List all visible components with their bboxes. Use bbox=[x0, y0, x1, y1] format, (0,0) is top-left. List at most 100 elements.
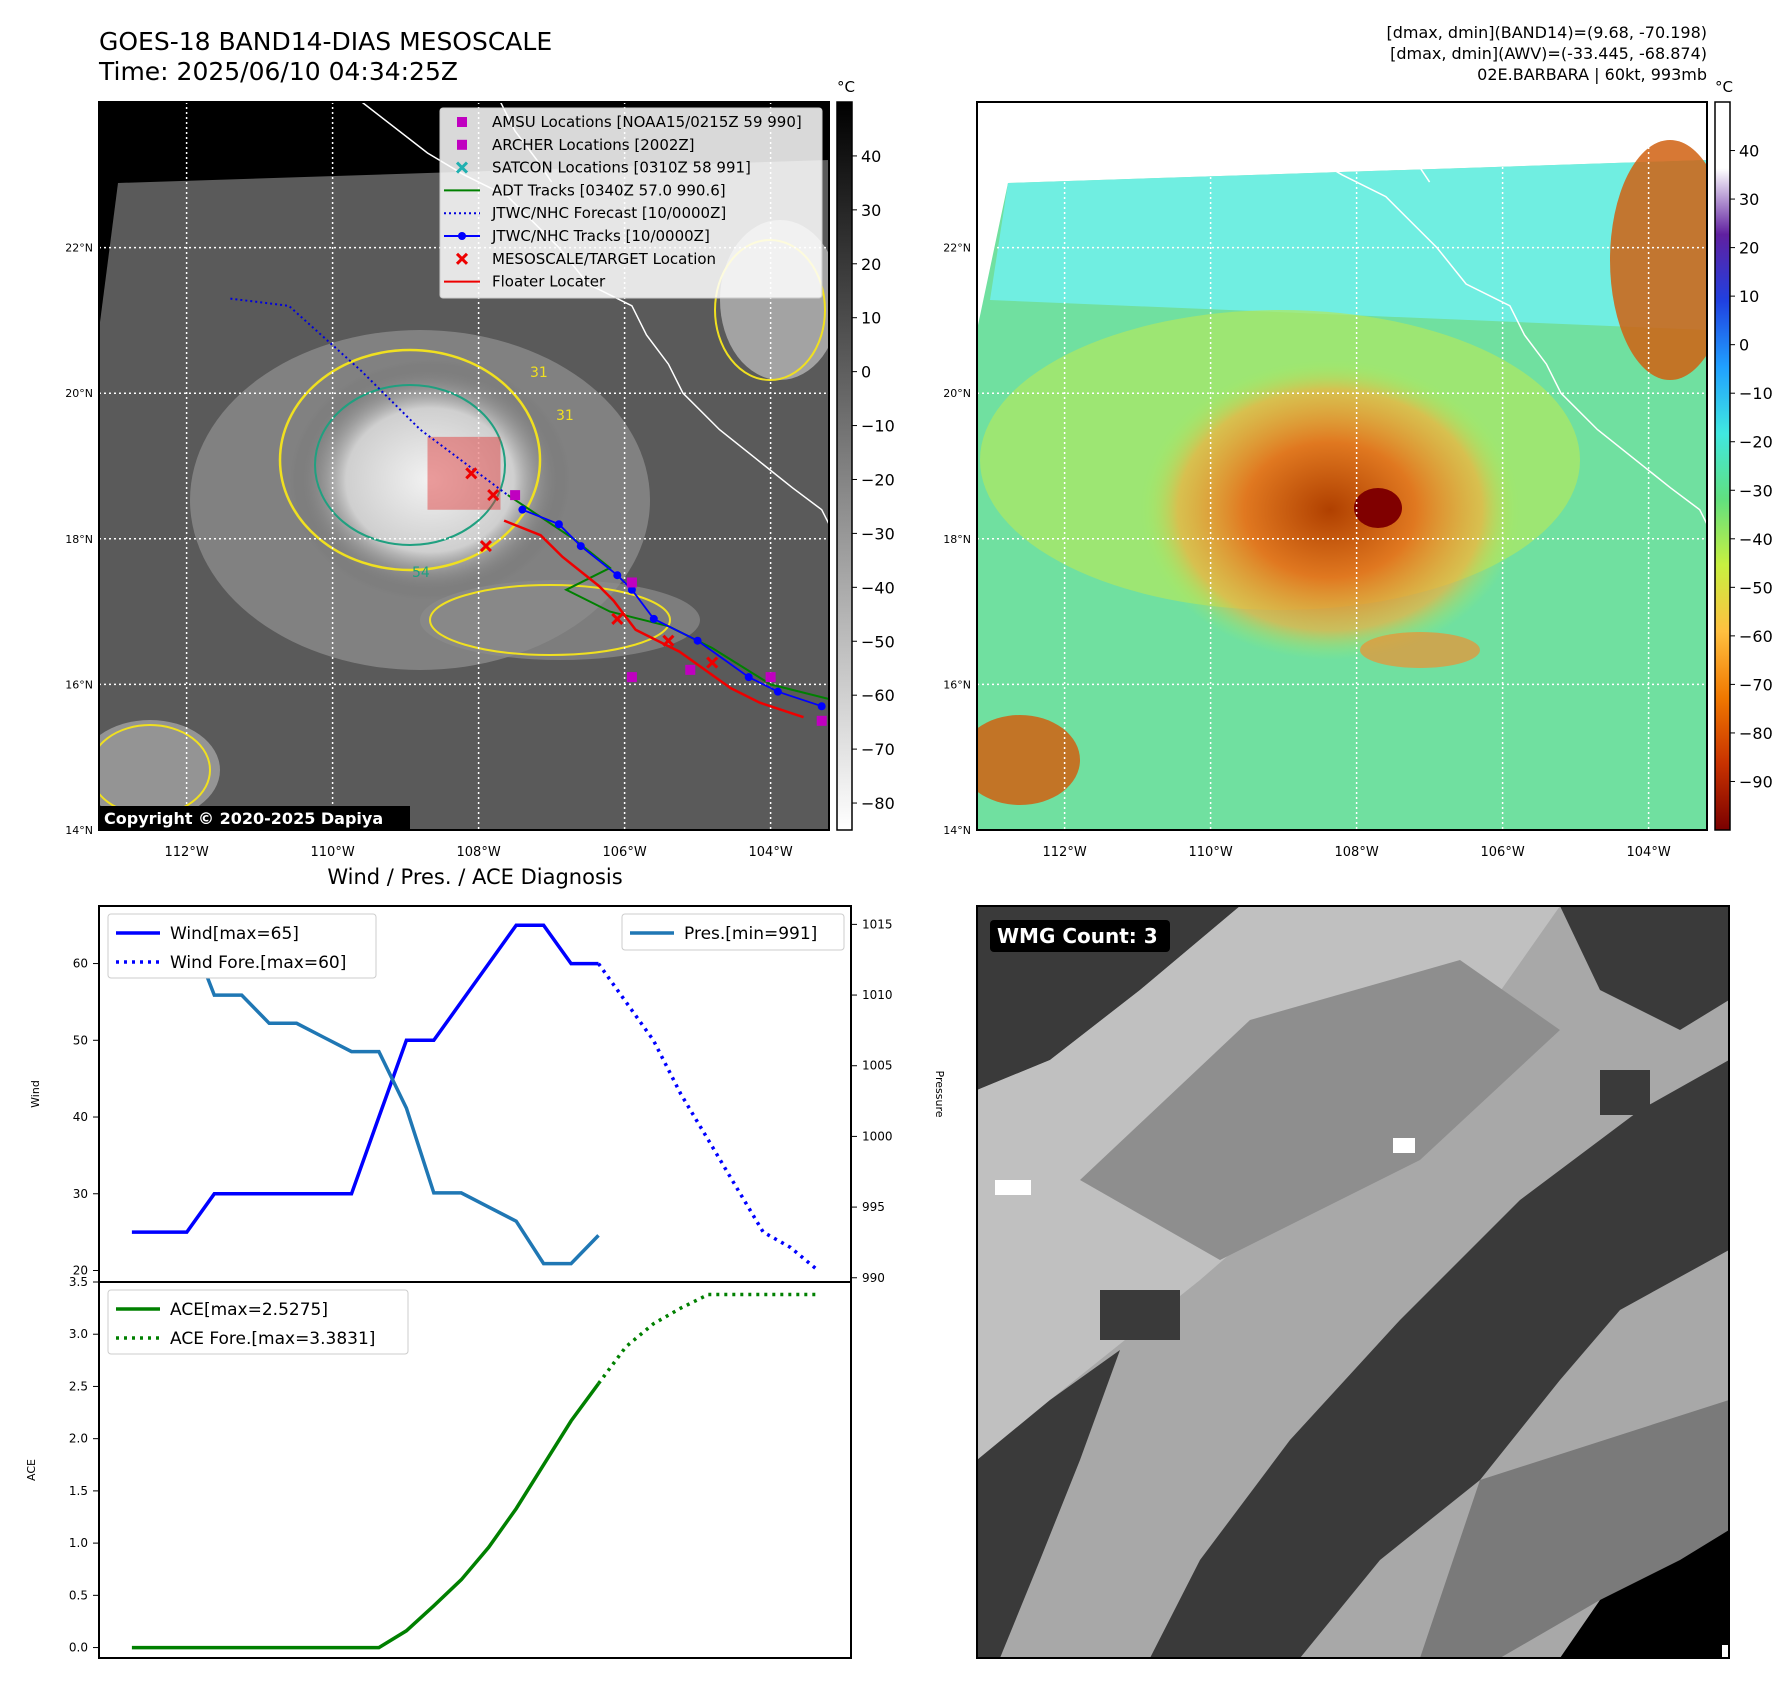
info-line-3: 02E.BARBARA | 60kt, 993mb bbox=[1477, 65, 1707, 84]
ace-legend-box bbox=[107, 1289, 409, 1355]
colorbar-tick-label: 20 bbox=[861, 255, 881, 274]
wmg-black-corner bbox=[1560, 1530, 1729, 1658]
colorbar-tick-label: −80 bbox=[1739, 724, 1773, 743]
colorbar-tick-label: −90 bbox=[1739, 772, 1773, 791]
wv-colorbar bbox=[1714, 101, 1731, 831]
diagnosis-chart: Wind / Pres. / ACE Diagnosis 2030405060 … bbox=[25, 865, 946, 1659]
wv-coastline-2 bbox=[1377, 102, 1431, 183]
colorbar-tick-label: −40 bbox=[861, 578, 895, 597]
legend-label: ADT Tracks [0340Z 57.0 990.6] bbox=[492, 181, 726, 199]
ace-line bbox=[131, 1382, 600, 1650]
target-point bbox=[611, 612, 624, 625]
adt-track bbox=[507, 494, 829, 700]
wmg-dark-block-1 bbox=[1600, 1070, 1650, 1115]
lon-label: 108°W bbox=[1335, 845, 1379, 860]
ir-contour-inner bbox=[314, 384, 506, 546]
colorbar-tick-label: 20 bbox=[1739, 239, 1759, 258]
lat-label: 14°N bbox=[943, 824, 971, 837]
target-point bbox=[662, 634, 675, 647]
copyright-box bbox=[100, 806, 410, 830]
ace-ytick-label: 1.0 bbox=[69, 1536, 88, 1550]
wmg-count-box bbox=[990, 920, 1170, 952]
lon-label: 104°W bbox=[749, 845, 793, 860]
lat-label: 20°N bbox=[943, 387, 971, 400]
legend-entry: JTWC/NHC Tracks [10/0000Z] bbox=[444, 227, 710, 245]
best-track-point bbox=[693, 636, 702, 645]
ir-frame bbox=[98, 101, 830, 831]
ace-ytick-label: 1.5 bbox=[69, 1484, 88, 1498]
wv-storm bbox=[1140, 360, 1520, 660]
colorbar-tick-label: 0 bbox=[1739, 336, 1749, 355]
ace-ytick-label: 3.0 bbox=[69, 1327, 88, 1341]
wmg-mid-se bbox=[1420, 1400, 1729, 1658]
wv-lat-labels: 22°N 20°N 18°N 16°N 14°N bbox=[943, 242, 971, 837]
ir-cloud-sw bbox=[99, 720, 220, 820]
wind-forecast-line bbox=[597, 962, 820, 1272]
pressure-ytick-label: 1015 bbox=[862, 917, 893, 931]
amsu-point bbox=[765, 672, 776, 683]
pressure-ytick-label: 990 bbox=[862, 1271, 885, 1285]
contour-label-3: 54 bbox=[412, 565, 430, 581]
colorbar-tick-label: 40 bbox=[861, 147, 881, 166]
legend-entry: ADT Tracks [0340Z 57.0 990.6] bbox=[444, 181, 726, 199]
best-track bbox=[522, 508, 822, 708]
legend-label: JTWC/NHC Tracks [10/0000Z] bbox=[491, 227, 710, 245]
colorbar-tick-label: 0 bbox=[861, 363, 871, 382]
ir-contour-band bbox=[429, 584, 671, 656]
lon-label: 112°W bbox=[165, 845, 209, 860]
wv-colorbar-unit: °C bbox=[1715, 78, 1733, 96]
colorbar-tick-label: −50 bbox=[861, 632, 895, 651]
best-track-point bbox=[773, 687, 782, 696]
copyright-text: Copyright © 2020-2025 Dapiya bbox=[104, 809, 383, 828]
figure-time: Time: 2025/06/10 04:34:25Z bbox=[98, 57, 458, 86]
wmg-dark-ne bbox=[1560, 906, 1729, 1030]
colorbar-tick-label: −60 bbox=[861, 686, 895, 705]
best-track-point bbox=[518, 505, 527, 514]
legend-label: SATCON Locations [0310Z 58 991] bbox=[492, 159, 751, 177]
lat-label: 14°N bbox=[65, 824, 93, 837]
ace-ytick-label: 0.5 bbox=[69, 1588, 88, 1602]
lat-label: 18°N bbox=[65, 533, 93, 546]
pressure-ytick-label: 1010 bbox=[862, 988, 893, 1002]
ace-ytick-label: 2.5 bbox=[69, 1379, 88, 1393]
target-point bbox=[479, 540, 492, 553]
wind-line bbox=[131, 923, 599, 1234]
colorbar-tick-label: −20 bbox=[861, 470, 895, 489]
wv-moist-sw bbox=[977, 715, 1080, 805]
wmg-panel: WMG Count: 3 bbox=[976, 905, 1730, 1659]
lat-label: 22°N bbox=[943, 242, 971, 255]
contour-label-2: 31 bbox=[556, 408, 574, 424]
best-track-point bbox=[576, 542, 585, 551]
wmg-dark-block-3 bbox=[1100, 1290, 1180, 1340]
pressure-line bbox=[131, 922, 600, 1266]
colorbar-tick-label: −50 bbox=[1739, 578, 1773, 597]
wind-legend-box bbox=[107, 913, 377, 979]
wind-ylabel: Wind bbox=[29, 1080, 42, 1108]
info-line-1: [dmax, dmin](BAND14)=(9.68, -70.198) bbox=[1387, 23, 1708, 42]
legend-entry: MESOSCALE/TARGET Location bbox=[455, 250, 716, 268]
lat-label: 16°N bbox=[943, 678, 971, 691]
ir-colorbar-ticks: 40 30 20 10 0 −10 −20 −30 −40 −50 −60 −70 −80 bbox=[852, 147, 895, 813]
lon-label: 110°W bbox=[311, 845, 355, 860]
ir-lat-labels: 22°N 20°N 18°N 16°N 14°N bbox=[65, 242, 93, 837]
legend-marker bbox=[455, 161, 469, 174]
legend-label: Floater Locater bbox=[492, 273, 606, 291]
colorbar-tick-label: 10 bbox=[861, 309, 881, 328]
ace-axes-frame bbox=[98, 1281, 852, 1659]
contour-label-1: 31 bbox=[530, 365, 548, 381]
best-track-point bbox=[649, 614, 658, 623]
wv-map-panel: 22°N 20°N 18°N 16°N 14°N 112°W 110°W 108°W 106°… bbox=[943, 78, 1773, 860]
legend-label: AMSU Locations [NOAA15/0215Z 59 990] bbox=[492, 113, 802, 131]
legend-entry: ARCHER Locations [2002Z] bbox=[457, 136, 695, 154]
ace-ytick-label: 3.5 bbox=[69, 1275, 88, 1289]
colorbar-tick-label: 40 bbox=[1739, 142, 1759, 161]
legend-entry: AMSU Locations [NOAA15/0215Z 59 990] bbox=[457, 113, 802, 131]
legend-label: JTWC/NHC Forecast [10/0000Z] bbox=[491, 204, 726, 222]
wind-y-ticks: 20 30 40 50 60 bbox=[73, 957, 99, 1277]
amsu-point bbox=[510, 490, 521, 501]
best-track-point bbox=[554, 520, 563, 529]
colorbar-tick-label: −30 bbox=[861, 524, 895, 543]
wv-colorbar-ticks: 40 30 20 10 0 −10 −20 −30 −40 −50 −60 −70 −80 −90 bbox=[1730, 142, 1773, 791]
wmg-mid-core bbox=[1080, 960, 1560, 1260]
colorbar-tick-label: 30 bbox=[861, 201, 881, 220]
